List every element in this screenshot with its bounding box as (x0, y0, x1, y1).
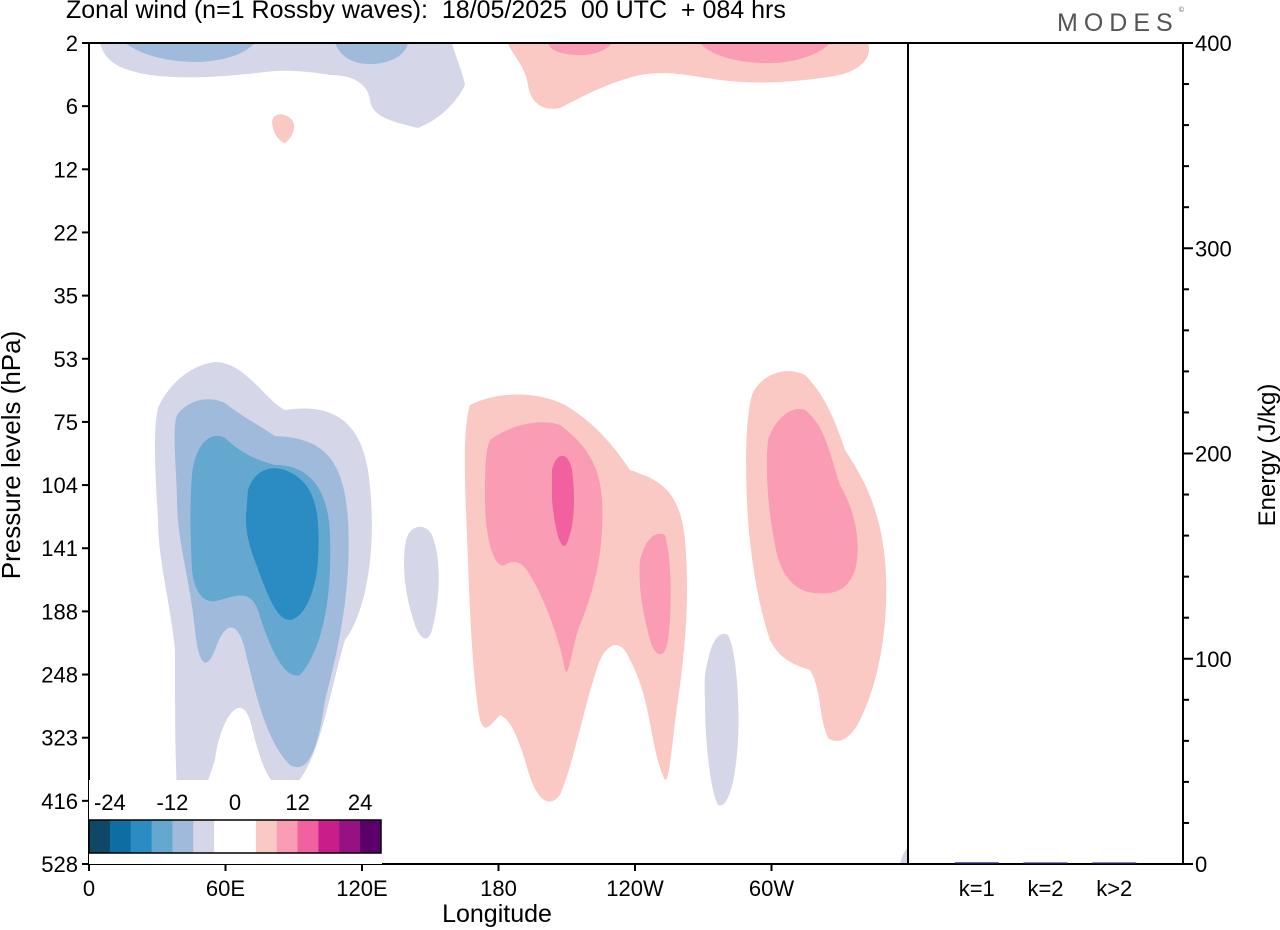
energy-bar (954, 862, 999, 864)
energy-tick-label: 300 (1195, 236, 1232, 261)
colorbar-swatch (297, 820, 319, 853)
energy-bar (1092, 862, 1137, 864)
pressure-tick-label: 53 (54, 347, 78, 372)
colorbar-swatch (276, 820, 299, 853)
longitude-tick-label: 120E (336, 876, 387, 901)
pressure-axis: 2 6 12 22 35 53 75 104 141 188 248 323 416 528 (41, 31, 89, 877)
chart-title: Zonal wind (n=1 Rossby waves): 18/05/202… (66, 0, 786, 24)
contour-pos-top-8b (700, 43, 830, 64)
colorbar-swatch (109, 820, 132, 853)
longitude-axis: 0 60E 120E 180 120W 60W (83, 864, 794, 901)
colorbar-swatch (360, 820, 382, 853)
contour-pos-16 (552, 455, 574, 546)
pressure-tick-label: 104 (41, 473, 78, 498)
heatmap-plot (100, 43, 908, 864)
longitude-tick-label: 180 (480, 876, 517, 901)
pressure-tick-label: 22 (54, 220, 78, 245)
colorbar-label: 0 (229, 790, 241, 815)
negative-anomaly-small (404, 526, 439, 639)
pressure-tick-label: 188 (41, 599, 78, 624)
energy-category-label: k>2 (1096, 876, 1132, 901)
pressure-tick-label: 528 (41, 852, 78, 877)
pressure-tick-label: 416 (41, 789, 78, 814)
y-axis-label: Pressure levels (hPa) (0, 331, 26, 580)
colorbar-swatch (89, 820, 111, 853)
negative-anomaly-corner (900, 847, 908, 864)
negative-anomaly-main (154, 362, 372, 825)
pressure-tick-label: 75 (54, 410, 78, 435)
colorbar-swatch (214, 820, 236, 853)
contour-pos-east-8 (766, 409, 858, 594)
energy-bar (1023, 862, 1068, 864)
energy-category-label: k=2 (1027, 876, 1063, 901)
negative-anomaly-lower (704, 633, 739, 806)
colorbar-swatch (235, 820, 257, 853)
energy-tick-label: 0 (1195, 852, 1207, 877)
longitude-tick-label: 60W (749, 876, 794, 901)
longitude-tick-label: 120W (606, 876, 664, 901)
colorbar-swatch (130, 820, 153, 853)
contour-pos-top-8a (548, 43, 612, 56)
positive-anomaly-small (272, 114, 295, 143)
contour-neg-16 (245, 468, 319, 620)
energy-tick-label: 200 (1195, 442, 1232, 467)
modes-logo: MODES© (1057, 7, 1184, 38)
copyright-mark: © (1178, 7, 1184, 14)
negative-anomaly-top (100, 43, 465, 128)
colorbar-swatch (255, 820, 278, 853)
contour-pos-8b (639, 533, 671, 655)
colorbar-swatch (151, 820, 173, 853)
colorbar-label: 24 (348, 790, 372, 815)
energy-tick-label: 100 (1195, 647, 1232, 672)
colorbar-legend: -24 -12 0 12 24 (88, 780, 382, 864)
colorbar-label: -12 (157, 790, 189, 815)
positive-anomaly-center (464, 394, 688, 802)
pressure-tick-label: 12 (54, 157, 78, 182)
energy-category-label: k=1 (959, 876, 995, 901)
positive-anomaly-top (508, 43, 870, 109)
energy-bars: k=1 k=2 k>2 (954, 862, 1137, 901)
colorbar-swatch (318, 820, 340, 853)
pressure-tick-label: 323 (41, 726, 78, 751)
pressure-tick-label: 2 (66, 31, 78, 56)
colorbar-label: 12 (285, 790, 309, 815)
colorbar-swatch (339, 820, 361, 853)
longitude-tick-label: 60E (206, 876, 245, 901)
x-axis-label: Longitude (442, 900, 552, 928)
energy-axis: 0 100 200 300 400 (1183, 31, 1232, 877)
contour-neg-top-inner (125, 43, 255, 62)
contour-neg-top-outer (100, 43, 465, 128)
colorbar-swatch (193, 820, 215, 853)
pressure-tick-label: 141 (41, 536, 78, 561)
positive-anomaly-east (746, 371, 887, 741)
modes-logo-text: MODES (1057, 9, 1179, 37)
colorbar-frame (88, 819, 382, 854)
pressure-tick-label: 6 (66, 94, 78, 119)
energy-axis-label: Energy (J/kg) (1254, 384, 1280, 527)
colorbar-label: -24 (94, 790, 126, 815)
energy-tick-label: 400 (1195, 31, 1232, 56)
colorbar-swatch (172, 820, 194, 853)
contour-neg-top-inner2 (335, 43, 408, 64)
pressure-tick-label: 35 (54, 284, 78, 309)
longitude-tick-label: 0 (83, 876, 95, 901)
pressure-tick-label: 248 (41, 663, 78, 688)
